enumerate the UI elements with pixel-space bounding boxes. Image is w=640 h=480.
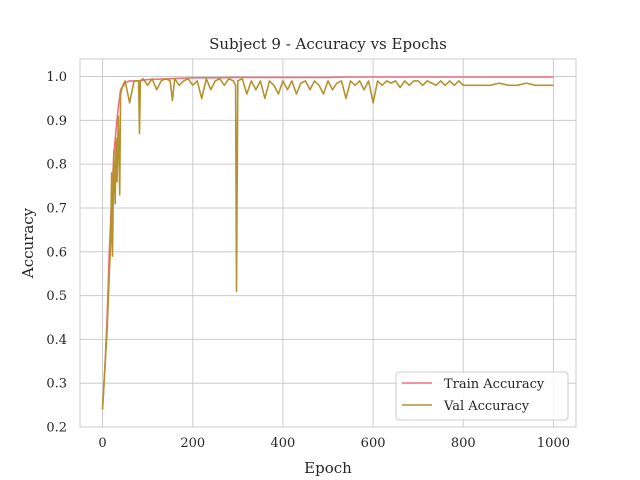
legend-label-train-accuracy: Train Accuracy bbox=[444, 377, 545, 392]
x-tick-label: 800 bbox=[451, 436, 476, 451]
x-tick-label: 0 bbox=[98, 436, 106, 451]
y-axis-label: Accuracy bbox=[19, 207, 37, 279]
chart-title: Subject 9 - Accuracy vs Epochs bbox=[209, 35, 447, 53]
y-tick-label: 0.6 bbox=[46, 245, 67, 260]
y-tick-label: 0.3 bbox=[46, 377, 67, 392]
legend-box bbox=[395, 371, 569, 421]
legend-label-val-accuracy: Val Accuracy bbox=[443, 399, 530, 414]
y-tick-label: 0.4 bbox=[46, 333, 67, 348]
y-tick-label: 0.2 bbox=[46, 421, 67, 436]
plot-frame bbox=[79, 58, 577, 428]
y-tick-label: 1.0 bbox=[46, 70, 67, 85]
y-tick-label: 0.8 bbox=[46, 158, 67, 173]
grid bbox=[80, 59, 576, 428]
x-tick-label: 200 bbox=[180, 436, 205, 451]
x-tick-label: 400 bbox=[270, 436, 295, 451]
series-lines bbox=[101, 76, 554, 410]
tick-labels: 0 200 400 600 800 1000 0.2 0.3 0.4 0.5 0.6 0.7 0.8 0.… bbox=[46, 70, 570, 451]
y-tick-label: 0.9 bbox=[46, 114, 67, 129]
x-tick-label: 1000 bbox=[537, 436, 570, 451]
series-line-val-accuracy bbox=[101, 77, 554, 410]
x-tick-label: 600 bbox=[361, 436, 386, 451]
legend: Train Accuracy Val Accuracy bbox=[395, 371, 569, 421]
y-tick-label: 0.5 bbox=[46, 289, 67, 304]
y-tick-label: 0.7 bbox=[46, 201, 67, 216]
x-axis-label: Epoch bbox=[304, 459, 352, 477]
